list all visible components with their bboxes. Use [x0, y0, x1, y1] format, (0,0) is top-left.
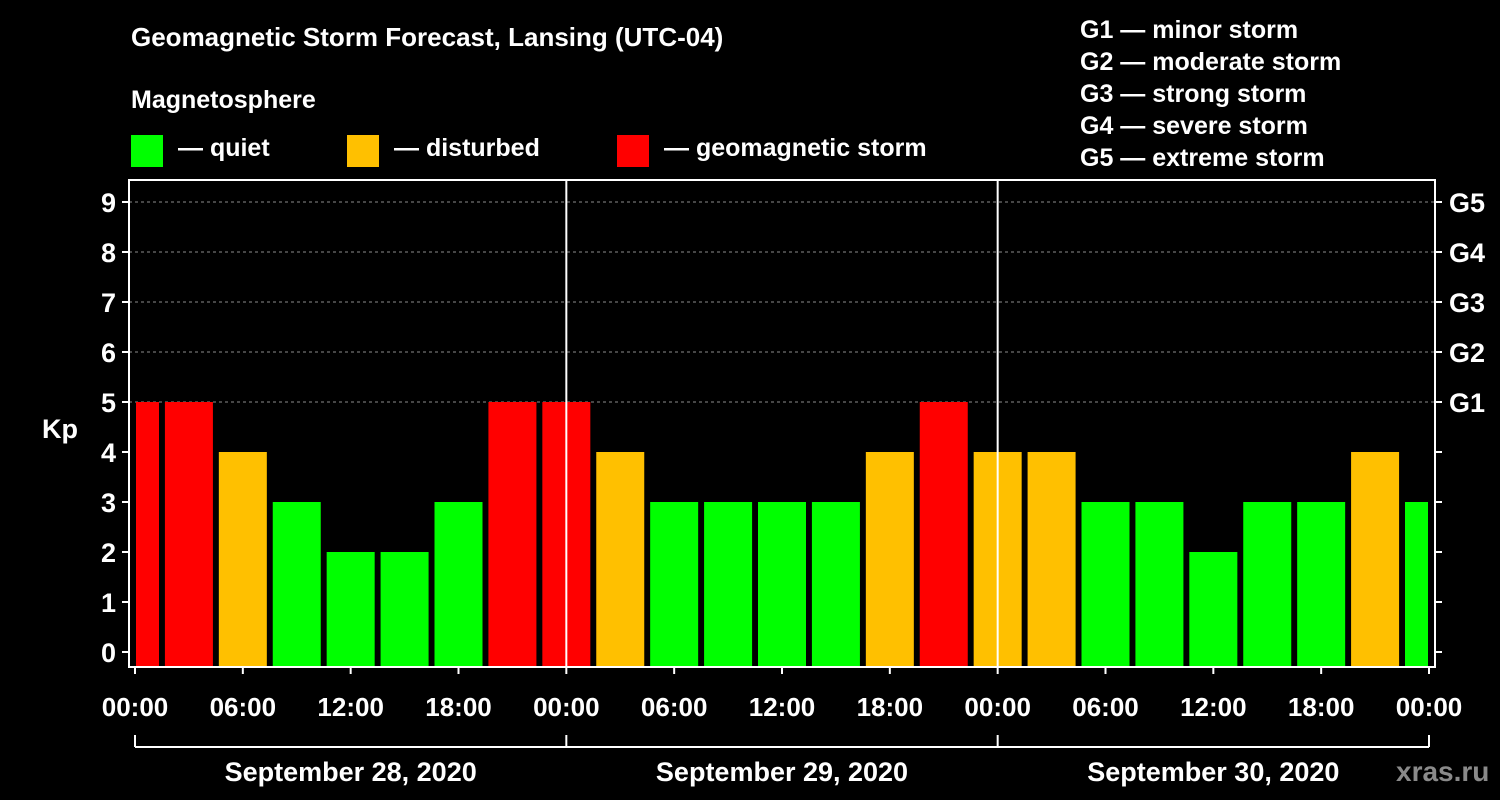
kp-bar: [865, 452, 914, 667]
kp-bar: [434, 502, 483, 667]
x-tick-label: 00:00: [1396, 692, 1463, 722]
y-tick-label: 2: [101, 538, 116, 568]
legend-swatch-disturbed: [347, 135, 379, 167]
kp-bar: [1405, 502, 1428, 667]
legend-swatch-quiet: [131, 135, 163, 167]
day-label: September 30, 2020: [1087, 757, 1339, 787]
right-tick-label: G5: [1449, 188, 1485, 218]
legend-swatch-storm: [617, 135, 649, 167]
y-tick-label: 6: [101, 338, 116, 368]
right-tick-label: G3: [1449, 288, 1485, 318]
x-tick-label: 06:00: [210, 692, 277, 722]
y-tick-label: 1: [101, 588, 116, 618]
x-tick-label: 12:00: [317, 692, 384, 722]
kp-bar: [218, 452, 267, 667]
storm-scale-legend: G1 — minor storm G2 — moderate storm G3 …: [1080, 14, 1341, 174]
day-label: September 28, 2020: [225, 757, 477, 787]
chart-title: Geomagnetic Storm Forecast, Lansing (UTC…: [131, 22, 724, 52]
kp-bar: [488, 402, 537, 667]
y-axis-label: Kp: [42, 414, 78, 444]
x-tick-label: 18:00: [857, 692, 924, 722]
y-tick-label: 9: [101, 188, 116, 218]
x-tick-label: 06:00: [641, 692, 708, 722]
kp-bar: [811, 502, 860, 667]
y-tick-label: 3: [101, 488, 116, 518]
right-tick-label: G4: [1449, 238, 1485, 268]
day-label: September 29, 2020: [656, 757, 908, 787]
chart-subtitle: Magnetosphere: [131, 86, 316, 114]
kp-bar: [326, 552, 375, 667]
x-tick-label: 12:00: [749, 692, 816, 722]
kp-bar: [1189, 552, 1238, 667]
legend-label-quiet: — quiet: [178, 134, 270, 162]
y-tick-label: 7: [101, 288, 116, 318]
kp-bar: [272, 502, 321, 667]
y-tick-label: 5: [101, 388, 116, 418]
kp-bar: [1135, 502, 1184, 667]
storm-scale-g5: G5 — extreme storm: [1080, 144, 1325, 172]
x-tick-label: 00:00: [102, 692, 169, 722]
kp-bar: [650, 502, 699, 667]
kp-bar: [136, 402, 159, 667]
right-tick-label: G1: [1449, 388, 1485, 418]
kp-bar: [380, 552, 429, 667]
storm-scale-g1: G1 — minor storm: [1080, 16, 1299, 44]
x-tick-label: 00:00: [964, 692, 1031, 722]
y-tick-label: 4: [101, 438, 116, 468]
x-tick-label: 12:00: [1180, 692, 1247, 722]
kp-bar: [704, 502, 753, 667]
kp-bar: [758, 502, 806, 667]
kp-bar: [164, 402, 213, 667]
kp-bar: [1351, 452, 1400, 667]
x-tick-label: 18:00: [425, 692, 492, 722]
y-tick-label: 0: [101, 638, 116, 668]
watermark: xras.ru: [1396, 756, 1490, 787]
storm-scale-g4: G4 — severe storm: [1080, 112, 1308, 140]
kp-bar: [596, 452, 645, 667]
x-tick-label: 18:00: [1288, 692, 1355, 722]
y-tick-label: 8: [101, 238, 116, 268]
legend-label-disturbed: — disturbed: [394, 134, 540, 162]
x-tick-label: 00:00: [533, 692, 600, 722]
kp-bar: [1027, 452, 1076, 667]
storm-scale-g3: G3 — strong storm: [1080, 80, 1307, 108]
kp-bar: [1243, 502, 1292, 667]
kp-bar: [919, 402, 968, 667]
storm-scale-g2: G2 — moderate storm: [1080, 48, 1342, 76]
x-tick-label: 06:00: [1072, 692, 1139, 722]
right-tick-label: G2: [1449, 338, 1485, 368]
kp-bar: [1297, 502, 1346, 667]
kp-bar: [1081, 502, 1130, 667]
legend-label-storm: — geomagnetic storm: [664, 134, 927, 162]
